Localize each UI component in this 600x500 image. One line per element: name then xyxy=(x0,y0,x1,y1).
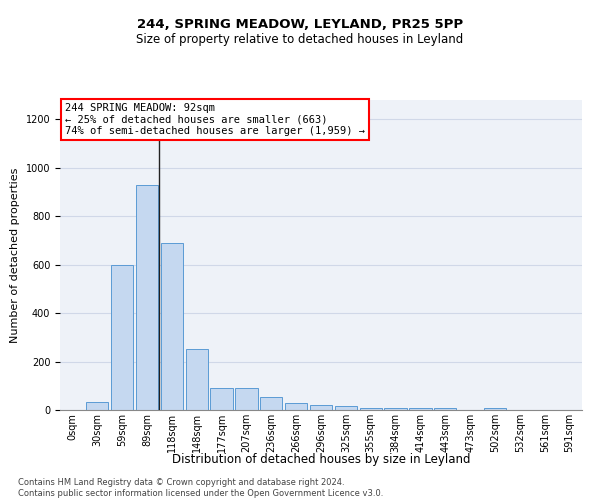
Bar xyxy=(111,264,133,410)
Bar xyxy=(484,408,506,410)
Bar xyxy=(235,388,257,410)
Text: 244, SPRING MEADOW, LEYLAND, PR25 5PP: 244, SPRING MEADOW, LEYLAND, PR25 5PP xyxy=(137,18,463,30)
Bar xyxy=(86,402,109,410)
Bar xyxy=(409,408,431,410)
Bar xyxy=(136,185,158,410)
Bar xyxy=(434,408,457,410)
Bar xyxy=(185,350,208,410)
Bar xyxy=(161,243,183,410)
Bar xyxy=(385,408,407,410)
Text: Distribution of detached houses by size in Leyland: Distribution of detached houses by size … xyxy=(172,452,470,466)
Bar xyxy=(285,402,307,410)
Text: Size of property relative to detached houses in Leyland: Size of property relative to detached ho… xyxy=(136,32,464,46)
Bar xyxy=(335,406,357,410)
Bar xyxy=(359,408,382,410)
Text: Contains HM Land Registry data © Crown copyright and database right 2024.
Contai: Contains HM Land Registry data © Crown c… xyxy=(18,478,383,498)
Bar xyxy=(260,396,283,410)
Bar xyxy=(310,405,332,410)
Bar xyxy=(211,388,233,410)
Y-axis label: Number of detached properties: Number of detached properties xyxy=(10,168,20,342)
Text: 244 SPRING MEADOW: 92sqm
← 25% of detached houses are smaller (663)
74% of semi-: 244 SPRING MEADOW: 92sqm ← 25% of detach… xyxy=(65,103,365,136)
